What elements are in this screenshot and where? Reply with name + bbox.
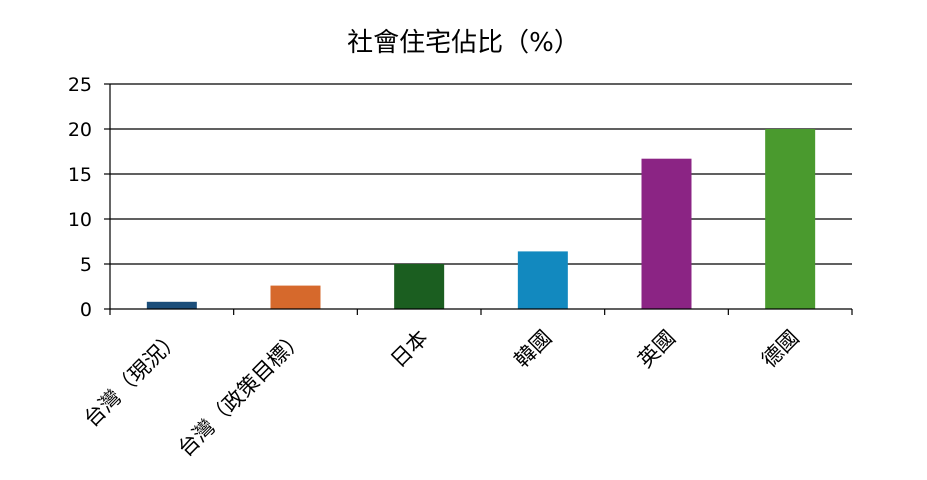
gridlines <box>110 83 852 265</box>
bars <box>146 129 816 309</box>
y-tick-label: 5 <box>80 254 92 276</box>
y-tick-label: 20 <box>68 119 92 141</box>
bar <box>641 158 692 309</box>
x-tick-label: 韓國 <box>510 326 557 373</box>
chart-title: 社會住宅佔比（%） <box>347 28 580 58</box>
bar <box>270 285 321 309</box>
x-tick-label: 德國 <box>757 326 804 373</box>
x-tick-label: 日本 <box>386 326 433 373</box>
x-tick-label: 台灣（政策目標） <box>173 326 309 462</box>
y-tick-label: 10 <box>68 209 92 231</box>
bar <box>146 301 197 309</box>
x-tick-label: 台灣（現況） <box>79 326 185 432</box>
x-tick-labels: 台灣（現況）台灣（政策目標） 日本 韓國 英國 德國 <box>79 326 803 462</box>
y-tick-label: 25 <box>68 74 92 96</box>
axes <box>104 83 853 315</box>
y-tick-label: 0 <box>80 299 92 321</box>
bar <box>765 129 816 309</box>
y-tick-label: 15 <box>68 164 92 186</box>
bar <box>394 264 445 309</box>
bar <box>517 251 568 309</box>
x-tick-label: 英國 <box>633 326 680 373</box>
y-tick-labels: 0 5 10 15 20 25 <box>68 74 92 321</box>
